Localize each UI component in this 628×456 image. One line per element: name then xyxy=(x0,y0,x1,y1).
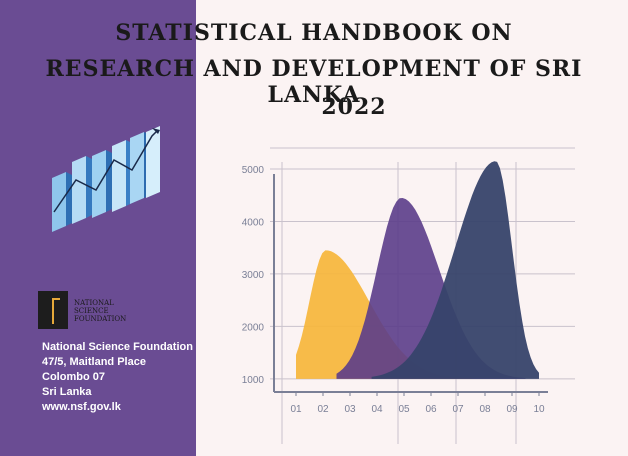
address-street: 47/5, Maitland Place xyxy=(42,356,146,368)
address-country: Sri Lanka xyxy=(42,386,92,398)
left-purple-panel xyxy=(0,0,196,456)
address-web[interactable]: www.nsf.gov.lk xyxy=(42,401,121,413)
address-city: Colombo 07 xyxy=(42,371,105,383)
address-org: National Science Foundation xyxy=(42,341,193,353)
y-tick-label: 3000 xyxy=(242,270,265,281)
y-tick-label: 4000 xyxy=(242,217,265,228)
title-year: 2022 xyxy=(321,94,387,120)
x-tick-label: 05 xyxy=(398,404,410,415)
y-tick-label: 2000 xyxy=(242,322,265,333)
title-line-1: STATISTICAL HANDBOOK ON xyxy=(115,20,513,46)
x-tick-label: 06 xyxy=(425,404,437,415)
nsf-logo-text: NATIONAL SCIENCE FOUNDATION xyxy=(74,299,127,323)
address-block: National Science Foundation 47/5, Maitla… xyxy=(42,340,193,415)
series-area-3 xyxy=(371,161,539,379)
x-tick-label: 10 xyxy=(533,404,545,415)
y-tick-label: 5000 xyxy=(242,165,265,176)
x-tick-label: 02 xyxy=(317,404,329,415)
y-tick-label: 1000 xyxy=(242,375,265,386)
x-tick-label: 08 xyxy=(479,404,491,415)
title-line-2: RESEARCH AND DEVELOPMENT OF SRI LANKA xyxy=(45,56,583,108)
nsf-logo: NATIONAL SCIENCE FOUNDATION xyxy=(38,291,148,329)
x-tick-label: 04 xyxy=(371,404,383,415)
x-tick-label: 03 xyxy=(344,404,356,415)
x-tick-label: 01 xyxy=(290,404,302,415)
x-tick-label: 07 xyxy=(452,404,464,415)
series-area-2 xyxy=(336,198,526,379)
nsf-logo-mark-icon xyxy=(38,291,68,329)
series-area-1 xyxy=(296,250,472,379)
x-tick-label: 09 xyxy=(506,404,518,415)
